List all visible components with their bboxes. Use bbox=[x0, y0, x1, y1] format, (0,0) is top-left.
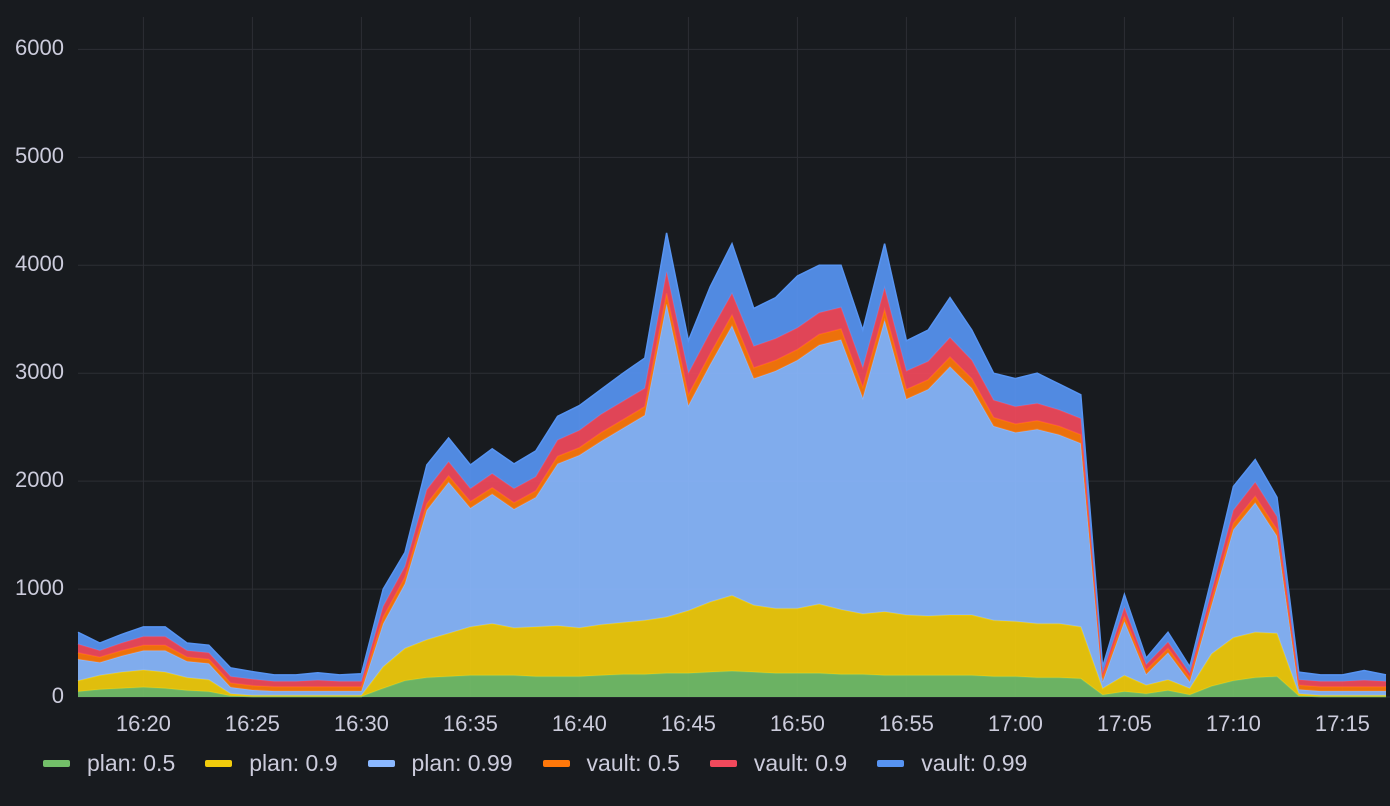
x-tick-label: 16:20 bbox=[116, 711, 171, 736]
y-tick-label: 4000 bbox=[15, 251, 64, 276]
area-line bbox=[77, 232, 1387, 676]
y-tick-label: 0 bbox=[52, 683, 64, 708]
x-tick-label: 16:45 bbox=[661, 711, 716, 736]
legend: plan: 0.5 plan: 0.9 plan: 0.99 vault: 0.5 va… bbox=[43, 750, 1027, 777]
legend-label: plan: 0.99 bbox=[411, 750, 513, 776]
legend-item[interactable]: vault: 0.5 bbox=[542, 750, 680, 777]
legend-swatch bbox=[367, 760, 395, 767]
legend-label: plan: 0.9 bbox=[249, 750, 338, 776]
chart: 0 1000 2000 3000 4000 5000 6000 16:20 16:25 16:30… bbox=[15, 17, 1390, 736]
x-tick-label: 16:40 bbox=[552, 711, 607, 736]
legend-label: vault: 0.99 bbox=[921, 750, 1028, 776]
area-fill bbox=[78, 304, 1386, 696]
x-tick-label: 16:35 bbox=[443, 711, 498, 736]
legend-swatch bbox=[43, 760, 70, 767]
area-fill bbox=[78, 595, 1386, 697]
legend-item[interactable]: vault: 0.99 bbox=[877, 750, 1027, 777]
y-tick-label: 5000 bbox=[15, 143, 64, 168]
x-tick-label: 16:30 bbox=[334, 711, 389, 736]
x-tick-label: 16:55 bbox=[879, 711, 934, 736]
legend-item[interactable]: vault: 0.9 bbox=[709, 750, 848, 777]
legend-label: plan: 0.5 bbox=[87, 750, 176, 776]
x-tick-label: 17:00 bbox=[988, 711, 1043, 736]
legend-label: vault: 0.9 bbox=[753, 750, 848, 776]
x-tick-label: 17:05 bbox=[1097, 711, 1152, 736]
legend-swatch bbox=[542, 760, 570, 767]
y-tick-label: 2000 bbox=[15, 467, 64, 492]
x-tick-label: 16:25 bbox=[225, 711, 280, 736]
x-tick-label: 16:50 bbox=[770, 711, 825, 736]
x-tick-label: 17:15 bbox=[1315, 711, 1370, 736]
y-tick-label: 6000 bbox=[15, 35, 64, 60]
legend-item[interactable]: plan: 0.99 bbox=[367, 750, 513, 777]
legend-swatch bbox=[877, 760, 905, 767]
legend-swatch bbox=[205, 760, 233, 767]
legend-item[interactable]: plan: 0.5 bbox=[43, 750, 175, 777]
y-tick-label: 3000 bbox=[15, 359, 64, 384]
legend-label: vault: 0.5 bbox=[586, 750, 680, 776]
x-tick-label: 17:10 bbox=[1206, 711, 1261, 736]
y-tick-label: 1000 bbox=[15, 575, 64, 600]
legend-item[interactable]: plan: 0.9 bbox=[205, 750, 338, 777]
legend-swatch bbox=[709, 760, 737, 767]
